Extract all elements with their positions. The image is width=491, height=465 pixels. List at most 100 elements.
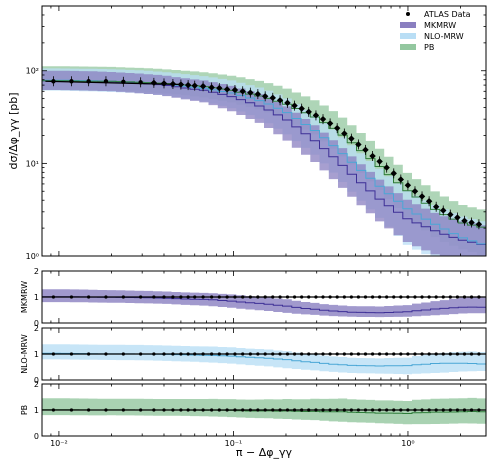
ratio-data-point [413,352,417,356]
ratio-data-point [455,352,460,356]
band-mkmrw [42,70,486,256]
ratio-data-point [378,352,382,356]
ratio-data-point [399,408,403,412]
ratio-data-point [300,408,304,412]
ratio-data-point [263,295,267,299]
x-tick-label: 10⁰ [401,439,414,448]
ratio-data-point [271,408,275,412]
ratio-panel-ylabel: NLO-MRW [20,334,29,374]
ratio-data-point [210,295,214,299]
ratio-data-point [321,295,325,299]
ratio-data-point [356,295,360,299]
ratio-data-point [285,295,290,299]
ratio-data-point [328,408,332,412]
ratio-data-point [201,352,205,356]
legend-marker-data [406,12,410,16]
ratio-data-point [87,408,91,412]
x-axis-title: π − Δφ_γγ [236,446,293,459]
ratio-data-point [263,352,267,356]
ratio-data-point [441,352,445,356]
y-tick-label: 10² [26,67,39,76]
ratio-data-point [385,408,389,412]
ratio-data-point [342,408,346,412]
ratio-data-point [171,295,175,299]
ratio-data-point [104,352,108,356]
ratio-data-point [69,408,74,412]
ratio-data-point [349,295,353,299]
ratio-data-point [455,408,460,412]
ratio-data-point [193,295,197,299]
ratio-data-point [186,295,190,299]
ratio-data-point [278,408,282,412]
ratio-panels: 0 1 2 MKMRW 0 1 2 NLO-MRW 0 1 2 PB 10⁻² 10⁻¹ 10⁰ [20,267,487,448]
ratio-data-point [342,352,346,356]
ratio-data-point [256,295,260,299]
ratio-data-point [285,408,290,412]
ratio-data-point [462,352,467,356]
ratio-data-point [186,352,190,356]
ratio-data-point [448,408,452,412]
ratio-y-tick-label: 1 [34,350,39,359]
ratio-data-point [121,408,125,412]
ratio-data-point [87,295,91,299]
ratio-data-point [300,352,304,356]
ratio-data-point [233,295,237,299]
legend-swatch-nlo-mrw [400,33,416,39]
y-tick-label: 10⁰ [26,252,39,261]
ratio-data-point [399,352,403,356]
ratio-y-tick-label: 1 [34,406,39,415]
ratio-data-point [256,352,260,356]
ratio-data-point [378,295,382,299]
x-tick-label: 10⁻¹ [225,439,243,448]
ratio-data-point [420,408,424,412]
data-band-line [45,80,181,86]
ratio-data-point [321,352,325,356]
ratio-data-point [139,408,143,412]
ratio-data-point [441,408,445,412]
ratio-data-point [370,295,375,299]
ratio-data-point [233,408,237,412]
ratio-y-tick-label: 2 [34,380,39,389]
ratio-data-point [152,352,156,356]
ratio-data-point [241,408,245,412]
ratio-data-point [179,352,183,356]
legend-swatch-pb [400,44,416,50]
legend: ATLAS Data MKMRW NLO-MRW PB [400,10,471,52]
ratio-data-point [69,295,74,299]
ratio-data-point [356,408,360,412]
ratio-data-point [356,352,360,356]
main-x-ticks [41,6,461,256]
ratio-data-point [193,352,197,356]
legend-label: PB [424,43,434,52]
ratio-data-point [292,295,297,299]
ratio-data-point [51,295,56,299]
ratio-data-point [278,352,282,356]
ratio-data-point [225,408,229,412]
ratio-data-point [469,352,474,356]
ratio-data-point [152,408,156,412]
ratio-data-point [427,352,431,356]
ratio-data-point [392,408,396,412]
ratio-data-point [342,295,346,299]
ratio-data-point [217,408,221,412]
ratio-data-point [406,408,410,412]
ratio-data-point [292,408,297,412]
ratio-data-point [427,408,431,412]
y-tick-label: 10¹ [26,159,39,168]
ratio-panel-mkmrw: 0 1 2 MKMRW [20,267,487,328]
ratio-data-point [179,295,183,299]
ratio-data-point [152,295,156,299]
legend-swatch-mkmrw [400,22,416,28]
ratio-data-point [271,352,275,356]
ratio-data-point [121,295,125,299]
ratio-data-point [233,352,237,356]
ratio-data-point [392,295,396,299]
x-tick-label: 10⁻² [50,439,68,448]
ratio-data-point [225,352,229,356]
legend-label: MKMRW [424,21,456,30]
ratio-data-point [469,295,474,299]
ratio-data-point [139,352,143,356]
ratio-y-tick-label: 0 [34,319,39,328]
ratio-panel-pb: 0 1 2 PB 10⁻² 10⁻¹ 10⁰ [20,380,487,448]
ratio-panel-ylabel: MKMRW [20,281,29,313]
